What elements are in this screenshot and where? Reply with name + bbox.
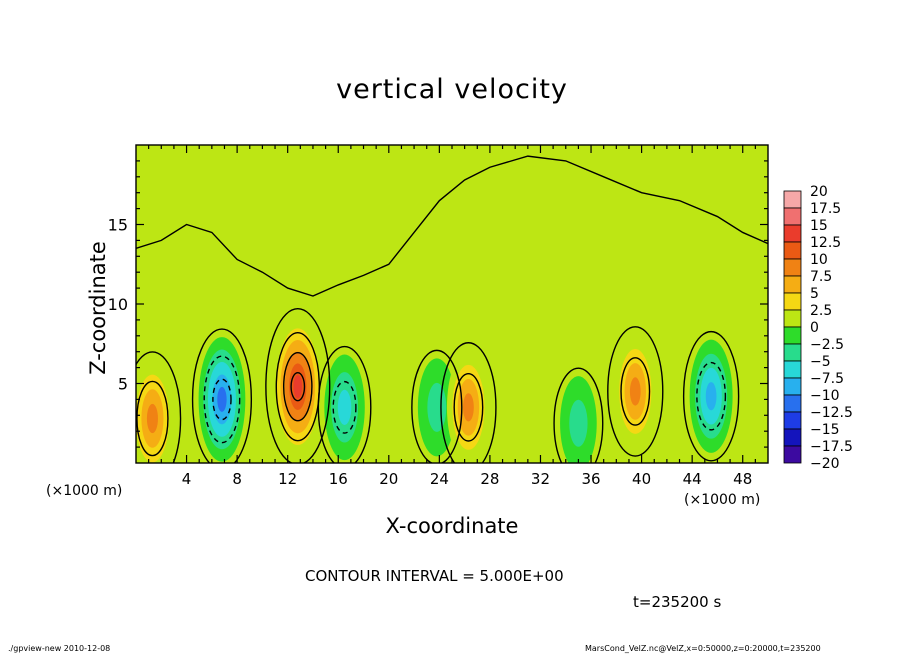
colorbar-swatch xyxy=(783,343,802,362)
contour-cell-3-3 xyxy=(290,371,306,402)
colorbar-label: 12.5 xyxy=(810,235,841,251)
velocity-cell-9 xyxy=(689,339,733,453)
x-tick-label: 28 xyxy=(480,470,499,488)
contour-cell-9-1 xyxy=(696,361,727,431)
x-tick-label: 36 xyxy=(581,470,600,488)
colorbar-swatch xyxy=(783,309,802,328)
colorbar-swatch xyxy=(783,360,802,379)
zero-contour-cell-3 xyxy=(265,308,331,463)
colorbar-label: −17.5 xyxy=(810,439,853,455)
colorbar-swatch xyxy=(783,411,802,430)
contour-cell-6-1 xyxy=(453,373,484,442)
colorbar-swatch xyxy=(783,326,802,345)
contour-cell-4-1 xyxy=(332,380,357,434)
x-tick-label: 24 xyxy=(430,470,449,488)
x-unit-label-right: (×1000 m) xyxy=(684,492,761,508)
velocity-cell-6 xyxy=(446,350,490,463)
x-axis: 4 8 12 16 20 24 28 32 36 40 44 48 xyxy=(148,145,756,488)
contour-cell-3-2 xyxy=(282,351,313,422)
contour-cell-2-1 xyxy=(203,355,241,444)
x-tick-label: 20 xyxy=(379,470,398,488)
colorbar-label: 20 xyxy=(810,184,828,200)
x-tick-label: 40 xyxy=(632,470,651,488)
y-tick-label: 10 xyxy=(108,295,128,314)
colorbar-label: −5 xyxy=(810,354,831,370)
velocity-cell-7 xyxy=(560,376,597,463)
x-tick-label: 4 xyxy=(182,470,192,488)
colorbar-swatch xyxy=(783,292,802,311)
colorbar-label: 7.5 xyxy=(810,269,832,285)
colorbar-label: −2.5 xyxy=(810,337,844,353)
x-tick-label: 12 xyxy=(278,470,297,488)
colorbar-swatch xyxy=(783,445,802,464)
footer-right: MarsCond_VelZ.nc@VelZ,x=0:50000,z=0:2000… xyxy=(585,644,821,653)
colorbar-label: 10 xyxy=(810,252,828,268)
colorbar-swatch xyxy=(783,207,802,226)
colorbar-label: 17.5 xyxy=(810,201,841,217)
colorbar-label: −12.5 xyxy=(810,405,853,421)
zero-contour-cell-7 xyxy=(553,367,604,463)
colorbar-swatch xyxy=(783,377,802,396)
colorbar-swatch xyxy=(783,428,802,447)
colorbar-label: −7.5 xyxy=(810,371,844,387)
zero-contour-upper xyxy=(136,155,768,297)
colorbar-swatch xyxy=(783,258,802,277)
x-unit-label-left: (×1000 m) xyxy=(46,483,123,499)
x-axis-label: X-coordinate xyxy=(385,514,519,538)
footer-left: ./gpview-new 2010-12-08 xyxy=(8,644,111,653)
zero-contour-cell-4 xyxy=(317,345,372,463)
time-label: t=235200 s xyxy=(633,593,722,611)
y-tick-label: 5 xyxy=(118,375,128,394)
colorbar-label: 15 xyxy=(810,218,828,234)
y-axis: 5 10 15 xyxy=(108,160,768,448)
colorbar-swatch xyxy=(783,241,802,260)
zero-contour-cell-6 xyxy=(440,342,497,463)
colorbar: 2017.51512.5107.552.50−2.5−5−7.5−10−12.5… xyxy=(783,184,853,472)
zero-contour-cell-1 xyxy=(136,351,182,463)
colorbar-label: 5 xyxy=(810,286,819,302)
contour-cell-1-1 xyxy=(136,380,169,457)
contour-lines xyxy=(136,155,768,463)
chart-title: vertical velocity xyxy=(336,74,568,105)
x-tick-label: 48 xyxy=(733,470,752,488)
velocity-cell-3 xyxy=(271,316,324,457)
colorbar-label: 0 xyxy=(810,320,819,336)
contour-cell-8-1 xyxy=(620,357,651,426)
contour-interval: CONTOUR INTERVAL = 5.000E+00 xyxy=(305,567,564,585)
x-tick-label: 44 xyxy=(683,470,702,488)
y-tick-label: 15 xyxy=(108,216,128,235)
velocity-cell-4 xyxy=(324,354,365,461)
colorbar-swatch xyxy=(783,190,802,209)
colorbar-swatch xyxy=(783,224,802,243)
zero-contour-cell-8 xyxy=(607,326,664,457)
zero-contour-cell-9 xyxy=(682,330,740,462)
x-tick-label: 8 xyxy=(232,470,242,488)
colorbar-label: −20 xyxy=(810,456,840,472)
colorbar-label: −10 xyxy=(810,388,840,404)
colorbar-swatch xyxy=(783,275,802,294)
velocity-cell-8 xyxy=(613,334,657,449)
colorbar-label: −15 xyxy=(810,422,840,438)
contour-cell-2-2 xyxy=(212,378,232,421)
zero-contour-cell-2 xyxy=(191,328,253,463)
colorbar-swatch xyxy=(783,394,802,413)
x-tick-label: 32 xyxy=(531,470,550,488)
zero-contour-cell-5 xyxy=(411,349,463,463)
colorbar-label: 2.5 xyxy=(810,303,832,319)
x-tick-label: 16 xyxy=(329,470,348,488)
